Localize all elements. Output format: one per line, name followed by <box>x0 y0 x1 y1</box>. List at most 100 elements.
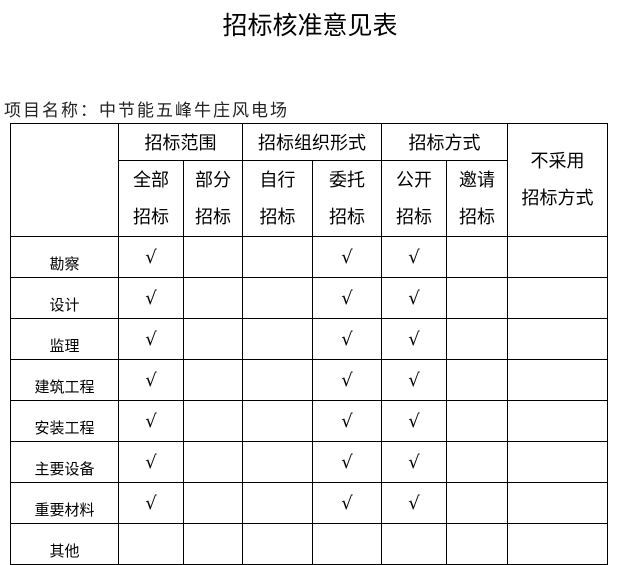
subcol-line1: 全部 <box>133 169 169 191</box>
subcol-header: 邀请 招标 <box>446 160 508 237</box>
table-row: 重要材料 √ √ √ <box>10 482 608 524</box>
subcol-line2: 招标 <box>329 206 365 228</box>
subcol-header: 部分 招标 <box>183 160 243 237</box>
check-mark-icon: √ <box>145 328 157 350</box>
check-cell <box>242 236 313 278</box>
check-cell <box>446 523 508 565</box>
check-cell: √ <box>381 400 447 442</box>
check-cell <box>183 318 243 360</box>
check-cell <box>183 400 243 442</box>
check-cell: √ <box>118 277 184 319</box>
corner-cell <box>10 123 119 237</box>
check-mark-icon: √ <box>341 492 353 514</box>
check-cell <box>507 523 608 565</box>
check-cell <box>312 523 382 565</box>
subcol-line2: 招标 <box>259 206 296 228</box>
check-cell <box>507 318 608 360</box>
table-row: 勘察 √ √ √ <box>10 236 608 278</box>
page-title: 招标核准意见表 <box>222 11 398 40</box>
group-organization: 招标组织形式 <box>242 123 382 161</box>
subcol-header: 全部 招标 <box>118 160 184 237</box>
check-cell: √ <box>118 318 184 360</box>
check-cell: √ <box>381 482 447 524</box>
check-mark-icon: √ <box>145 246 157 268</box>
check-mark-icon: √ <box>408 492 420 514</box>
check-cell <box>381 523 447 565</box>
row-label: 勘察 <box>10 236 119 278</box>
check-cell: √ <box>118 400 184 442</box>
table-row: 监理 √ √ √ <box>10 318 608 360</box>
check-mark-icon: √ <box>408 287 420 309</box>
check-cell <box>183 523 243 565</box>
table-row: 主要设备 √ √ √ <box>10 441 608 483</box>
check-cell <box>507 359 608 401</box>
check-cell: √ <box>381 318 447 360</box>
check-cell <box>446 400 508 442</box>
check-cell <box>183 482 243 524</box>
check-cell: √ <box>118 441 184 483</box>
check-mark-icon: √ <box>408 328 420 350</box>
check-mark-icon: √ <box>341 451 353 473</box>
row-label: 安装工程 <box>10 400 119 442</box>
check-mark-icon: √ <box>145 410 157 432</box>
check-cell <box>242 359 313 401</box>
check-cell <box>183 277 243 319</box>
check-cell <box>446 318 508 360</box>
check-cell <box>446 441 508 483</box>
check-cell: √ <box>118 359 184 401</box>
check-cell: √ <box>118 482 184 524</box>
table-row: 建筑工程 √ √ √ <box>10 359 608 401</box>
subcol-line2: 招标 <box>459 206 495 228</box>
row-label: 其他 <box>10 523 119 565</box>
subcol-header: 自行 招标 <box>242 160 313 237</box>
subcol-header: 公开 招标 <box>381 160 447 237</box>
subcol-line1: 邀请 <box>459 169 495 191</box>
row-label: 主要设备 <box>10 441 119 483</box>
table-row: 其他 <box>10 523 608 565</box>
check-cell: √ <box>381 277 447 319</box>
check-cell <box>446 482 508 524</box>
check-cell <box>242 277 313 319</box>
check-mark-icon: √ <box>341 328 353 350</box>
check-cell <box>183 236 243 278</box>
subcol-line1: 部分 <box>195 169 231 191</box>
row-label: 监理 <box>10 318 119 360</box>
check-cell <box>242 441 313 483</box>
check-mark-icon: √ <box>408 451 420 473</box>
subcol-line2: 招标 <box>133 206 169 228</box>
row-label: 重要材料 <box>10 482 119 524</box>
group-method: 招标方式 <box>381 123 508 161</box>
check-cell: √ <box>312 482 382 524</box>
check-cell: √ <box>312 277 382 319</box>
check-cell <box>507 277 608 319</box>
check-mark-icon: √ <box>341 369 353 391</box>
check-cell <box>242 400 313 442</box>
check-mark-icon: √ <box>145 287 157 309</box>
check-cell: √ <box>312 318 382 360</box>
check-cell: √ <box>312 400 382 442</box>
approval-table: 招标范围 招标组织形式 招标方式 不采用 招标方式 全部 招标 部分 招标 自行 招标 委托招… <box>10 123 608 565</box>
subcol-line1: 公开 <box>396 169 432 191</box>
check-mark-icon: √ <box>341 410 353 432</box>
subcol-line1: 自行 <box>259 169 296 191</box>
check-cell <box>507 236 608 278</box>
check-cell: √ <box>118 236 184 278</box>
subcol-line2: 招标 <box>396 206 432 228</box>
table-row: 设计 √ √ √ <box>10 277 608 319</box>
check-cell: √ <box>312 236 382 278</box>
check-cell <box>507 441 608 483</box>
subcol-header: 委托 招标 <box>312 160 382 237</box>
group-scope: 招标范围 <box>118 123 243 161</box>
subcol-line1: 委托 <box>329 169 365 191</box>
check-cell <box>507 482 608 524</box>
check-cell <box>446 359 508 401</box>
check-mark-icon: √ <box>341 287 353 309</box>
check-mark-icon: √ <box>341 246 353 268</box>
check-cell: √ <box>381 359 447 401</box>
check-cell <box>183 441 243 483</box>
row-label: 建筑工程 <box>10 359 119 401</box>
check-cell: √ <box>381 236 447 278</box>
check-cell <box>118 523 184 565</box>
check-mark-icon: √ <box>408 369 420 391</box>
no-bid-line1: 不采用 <box>530 151 585 172</box>
